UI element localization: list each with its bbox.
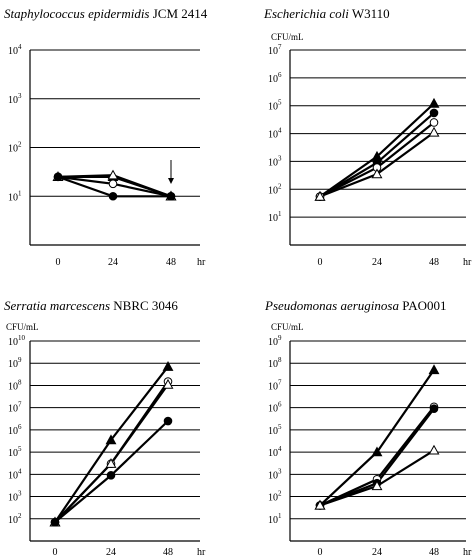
x-axis-label: hr <box>463 257 472 268</box>
data-point <box>429 118 439 127</box>
y-tick-label: 101 <box>268 512 282 526</box>
title-strain: W3110 <box>349 6 390 21</box>
title-organism: Serratia marcescens <box>4 298 110 313</box>
x-axis-label: hr <box>463 547 472 558</box>
y-tick-label: 101 <box>8 189 22 203</box>
x-tick-label: 24 <box>372 547 382 558</box>
y-tick-label: 108 <box>268 356 282 370</box>
y-tick-label: 106 <box>8 423 22 437</box>
data-point <box>162 378 174 389</box>
y-tick-label: 109 <box>268 334 282 348</box>
x-tick-label: 48 <box>166 257 176 268</box>
y-tick-label: 102 <box>8 512 22 526</box>
y-tick-label: 109 <box>8 356 22 370</box>
data-point <box>106 471 116 480</box>
data-point <box>163 416 173 426</box>
x-tick-label: 24 <box>108 257 118 268</box>
y-tick-label: 106 <box>268 71 282 85</box>
y-tick-label: 102 <box>8 141 22 155</box>
x-tick-label: 0 <box>318 547 323 558</box>
data-point <box>429 108 439 118</box>
y-tick-label: 105 <box>268 423 282 437</box>
y-tick-label: 107 <box>268 43 282 57</box>
y-axis-label: CFU/mL <box>271 32 304 42</box>
y-tick-label: 108 <box>8 378 22 392</box>
y-axis-label: CFU/mL <box>6 322 39 332</box>
x-tick-label: 48 <box>163 547 173 558</box>
y-tick-label: 1010 <box>8 334 26 348</box>
data-point <box>428 126 440 137</box>
data-point <box>50 517 60 527</box>
data-point <box>166 191 176 201</box>
x-axis-label: hr <box>197 257 206 268</box>
chart-title: Escherichia coli W3110 <box>263 6 390 21</box>
data-point <box>428 444 440 455</box>
x-tick-label: 24 <box>372 257 382 268</box>
series-line-1 <box>54 366 169 523</box>
x-axis-label: hr <box>197 547 206 558</box>
y-tick-label: 107 <box>268 378 282 392</box>
data-point <box>428 364 440 375</box>
x-tick-label: 0 <box>318 257 323 268</box>
title-organism: Pseudomonas aeruginosa <box>264 298 399 313</box>
y-tick-label: 106 <box>268 401 282 415</box>
title-strain: JCM 2414 <box>150 6 208 21</box>
x-tick-label: 48 <box>429 257 439 268</box>
chart-title: Pseudomonas aeruginosa PAO001 <box>264 298 447 313</box>
y-tick-label: 107 <box>8 401 22 415</box>
series-line-1 <box>319 102 435 198</box>
x-tick-label: 0 <box>53 547 58 558</box>
data-point <box>105 458 117 468</box>
data-point <box>371 168 383 179</box>
data-point <box>314 190 326 201</box>
title-organism: Escherichia coli <box>263 6 349 21</box>
y-axis-label: CFU/mL <box>271 322 304 332</box>
y-tick-label: 104 <box>268 127 282 141</box>
y-tick-label: 103 <box>8 490 22 504</box>
data-point <box>429 404 439 413</box>
data-point <box>371 446 383 457</box>
y-tick-label: 102 <box>268 490 282 504</box>
y-tick-label: 104 <box>8 43 22 57</box>
chart-panel-1: Staphylococcus epidermidis JCM 2414 101 10… <box>4 6 208 268</box>
chart-panel-2: Escherichia coli W3110 CFU/mL 101 102 103 104… <box>263 6 472 268</box>
y-tick-label: 103 <box>268 467 282 481</box>
arrow-icon <box>168 178 174 184</box>
x-tick-label: 0 <box>56 257 61 268</box>
y-tick-label: 102 <box>268 182 282 196</box>
data-point <box>371 480 383 491</box>
chart-panel-3: Serratia marcescens NBRC 3046 CFU/mL 102 10… <box>4 298 206 558</box>
data-point <box>108 179 118 189</box>
y-tick-label: 103 <box>8 92 22 106</box>
y-tick-label: 101 <box>268 210 282 224</box>
data-point <box>105 434 117 445</box>
chart-title: Serratia marcescens NBRC 3046 <box>4 298 178 313</box>
x-tick-label: 24 <box>106 547 116 558</box>
y-tick-label: 105 <box>8 445 22 459</box>
data-point <box>428 97 440 108</box>
chart-title: Staphylococcus epidermidis JCM 2414 <box>4 6 208 21</box>
y-tick-label: 105 <box>268 99 282 113</box>
chart-panel-4: Pseudomonas aeruginosa PAO001 CFU/mL 101 10… <box>264 298 472 558</box>
data-point <box>53 172 63 182</box>
y-tick-label: 104 <box>268 445 282 459</box>
data-point <box>162 361 174 371</box>
y-tick-label: 103 <box>268 154 282 168</box>
data-point <box>314 499 326 510</box>
title-organism: Staphylococcus epidermidis <box>4 6 150 21</box>
title-strain: NBRC 3046 <box>110 298 178 313</box>
data-point <box>107 169 119 180</box>
title-strain: PAO001 <box>399 298 447 313</box>
data-point <box>108 191 118 201</box>
x-tick-label: 48 <box>429 547 439 558</box>
y-tick-label: 104 <box>8 467 22 481</box>
